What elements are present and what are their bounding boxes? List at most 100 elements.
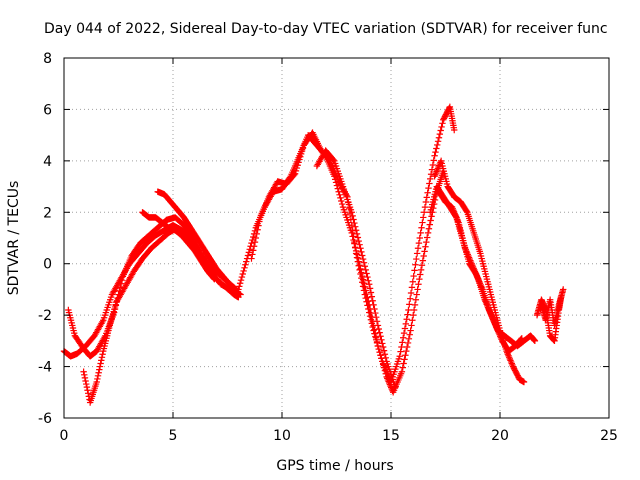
data-point <box>295 159 302 166</box>
data-point <box>429 161 437 169</box>
x-tick-label: 0 <box>60 428 69 444</box>
data-point <box>96 366 103 373</box>
data-point <box>427 175 434 183</box>
data-point <box>355 262 362 269</box>
data-point <box>336 191 343 198</box>
data-point <box>417 266 425 274</box>
data-point <box>407 289 415 297</box>
data-point <box>93 378 100 386</box>
data-point <box>410 311 417 319</box>
data-point <box>410 306 418 314</box>
data-point <box>396 353 403 360</box>
data-point <box>433 145 440 152</box>
data-point <box>236 280 244 287</box>
data-point <box>420 252 427 260</box>
data-point <box>363 270 370 277</box>
data-point <box>417 229 424 237</box>
data-point <box>299 145 307 152</box>
x-tick-label: 15 <box>382 428 400 444</box>
data-point <box>352 250 360 257</box>
data-point <box>400 360 407 367</box>
data-point <box>359 279 366 286</box>
data-point <box>380 347 388 354</box>
data-point <box>255 222 262 229</box>
data-point <box>421 248 428 255</box>
series-track-1 <box>60 221 242 360</box>
data-point <box>560 286 567 293</box>
data-point <box>372 309 379 317</box>
y-axis-title: SDTVAR / TECUs <box>6 181 22 296</box>
data-point <box>416 234 423 242</box>
data-point <box>365 277 372 284</box>
data-point <box>413 250 421 257</box>
data-point <box>446 104 453 112</box>
data-point <box>239 270 246 278</box>
data-point <box>415 239 423 247</box>
data-point <box>256 218 263 225</box>
data-point <box>401 325 409 332</box>
y-tick-label: 6 <box>43 102 52 118</box>
data-point <box>248 255 255 262</box>
y-tick-labels: -6 -4 -2 0 2 4 6 8 <box>38 51 52 427</box>
data-point <box>371 305 378 313</box>
data-point <box>412 296 420 303</box>
data-point <box>426 180 433 187</box>
data-point <box>80 368 87 375</box>
data-point <box>97 360 104 367</box>
data-point <box>240 267 247 275</box>
series-track-4 <box>154 188 244 298</box>
data-point <box>437 127 444 134</box>
data-point <box>452 213 459 220</box>
data-point <box>430 157 437 164</box>
data-point <box>436 130 444 138</box>
data-point <box>434 138 442 145</box>
data-point <box>378 336 385 344</box>
data-point <box>246 246 253 253</box>
data-point <box>398 343 405 351</box>
data-point <box>435 134 443 141</box>
data-point <box>421 203 429 211</box>
y-tick-label: 8 <box>43 51 52 67</box>
data-point <box>404 339 412 347</box>
data-point <box>352 227 360 234</box>
data-point <box>244 252 252 259</box>
data-point <box>423 238 430 246</box>
data-points <box>60 103 567 406</box>
data-point <box>557 293 565 301</box>
data-point <box>415 281 422 288</box>
data-point <box>335 188 342 195</box>
data-point <box>210 275 217 282</box>
y-tick-label: 2 <box>43 205 52 221</box>
x-tick-label: 5 <box>169 428 178 444</box>
data-point <box>359 252 366 259</box>
data-point <box>235 286 242 293</box>
data-point <box>354 234 362 241</box>
data-point <box>353 230 361 238</box>
data-point <box>252 234 260 242</box>
data-point <box>118 276 126 284</box>
data-point <box>360 259 368 266</box>
data-point <box>407 327 414 334</box>
data-point <box>349 212 356 220</box>
data-point <box>84 390 92 397</box>
data-point <box>338 197 345 205</box>
data-point <box>402 352 409 359</box>
data-point <box>358 274 365 282</box>
data-point <box>364 302 371 309</box>
data-point <box>427 217 434 224</box>
data-point <box>296 156 303 163</box>
data-point <box>361 263 369 270</box>
data-point <box>418 262 426 269</box>
data-point <box>98 357 105 364</box>
data-point <box>352 223 359 230</box>
data-point <box>392 383 399 391</box>
data-point <box>351 219 358 227</box>
data-point <box>355 237 362 245</box>
data-point <box>297 153 304 160</box>
data-point <box>361 291 369 298</box>
data-point <box>350 233 357 240</box>
data-point <box>96 363 104 370</box>
data-point <box>241 264 248 272</box>
